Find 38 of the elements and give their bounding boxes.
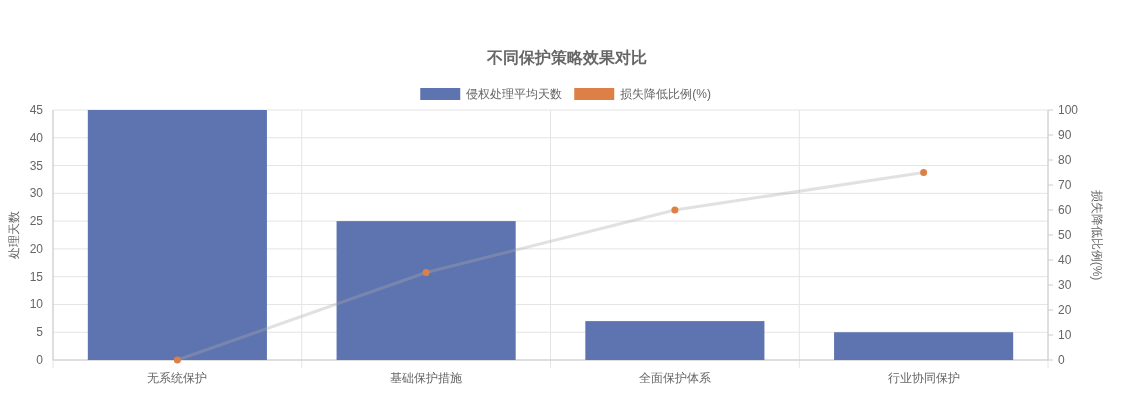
bar bbox=[834, 332, 1014, 360]
point bbox=[671, 206, 679, 214]
x-tick-label: 全面保护体系 bbox=[638, 371, 711, 385]
y-tick-label: 30 bbox=[29, 186, 44, 201]
bar bbox=[585, 321, 765, 360]
x-tick-label: 行业协同保护 bbox=[887, 371, 960, 385]
y-tick-label: 40 bbox=[29, 130, 44, 145]
bar bbox=[336, 221, 516, 360]
y2-tick-label: 30 bbox=[1058, 278, 1072, 292]
x-tick-label: 无系统保护 bbox=[147, 371, 208, 385]
y-tick-label: 10 bbox=[29, 297, 44, 312]
point bbox=[173, 356, 181, 364]
y-tick-label: 35 bbox=[29, 158, 44, 173]
y2-axis-title: 损失降低比例(%) bbox=[1090, 189, 1104, 281]
y2-tick-label: 90 bbox=[1058, 128, 1072, 142]
y2-tick-label: 40 bbox=[1058, 253, 1072, 267]
y2-tick-label: 10 bbox=[1058, 328, 1072, 342]
y-tick-label: 45 bbox=[29, 103, 44, 117]
chart-title: 不同保护策略效果对比 bbox=[485, 49, 647, 66]
y2-tick-label: 100 bbox=[1058, 103, 1079, 117]
y2-tick-label: 80 bbox=[1058, 153, 1072, 167]
y2-tick-label: 60 bbox=[1058, 203, 1072, 217]
y-axis-title: 处理天数 bbox=[7, 211, 21, 259]
y-tick-label: 25 bbox=[29, 214, 44, 229]
y-tick-label: 15 bbox=[29, 269, 44, 284]
y2-tick-label: 70 bbox=[1058, 178, 1072, 192]
x-tick-label: 基础保护措施 bbox=[390, 371, 463, 385]
y-tick-label: 20 bbox=[29, 241, 44, 256]
legend-label: 侵权处理平均天数 bbox=[466, 87, 563, 101]
bar bbox=[87, 110, 267, 360]
y-tick-label: 5 bbox=[36, 325, 44, 340]
point bbox=[422, 269, 430, 276]
legend-label: 损失降低比例(%) bbox=[620, 87, 711, 101]
y2-tick-label: 50 bbox=[1058, 228, 1072, 242]
y2-tick-label: 20 bbox=[1058, 303, 1072, 317]
y2-tick-label: 0 bbox=[1058, 353, 1065, 367]
y-tick-label: 0 bbox=[36, 353, 44, 367]
point bbox=[920, 169, 928, 176]
